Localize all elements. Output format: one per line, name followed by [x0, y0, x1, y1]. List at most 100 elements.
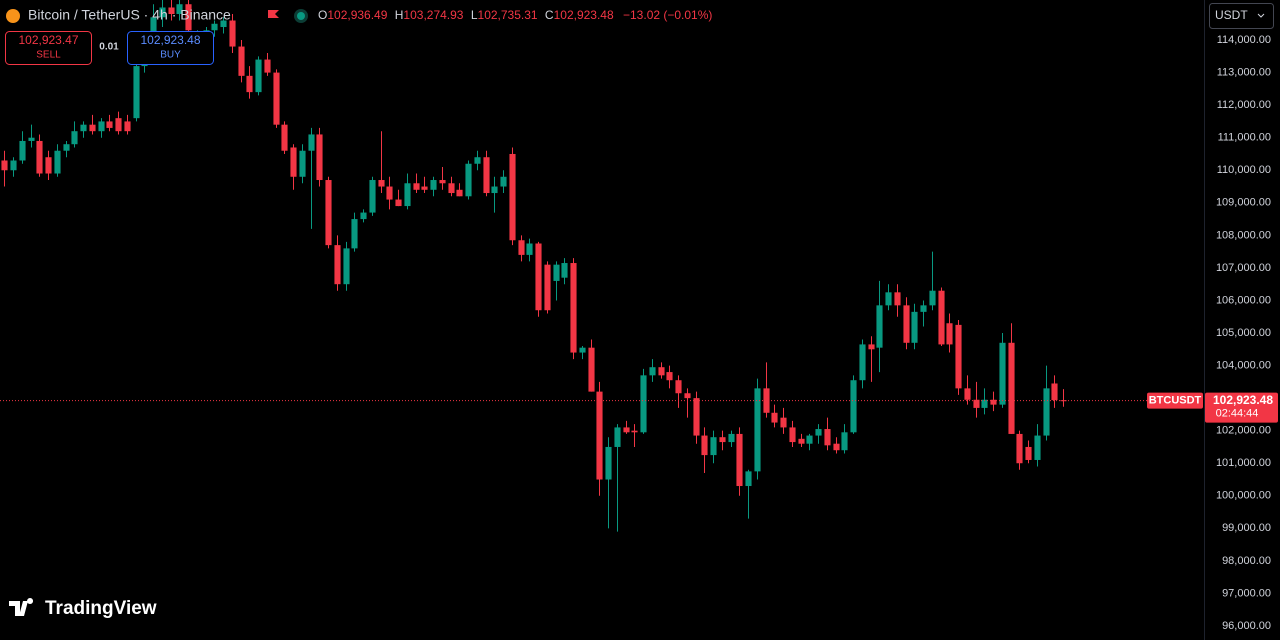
candle-body	[491, 186, 498, 194]
candle-body	[63, 144, 70, 151]
candle-body	[675, 380, 682, 394]
symbol-icon	[6, 9, 20, 23]
candle-body	[98, 121, 105, 132]
candle-body	[946, 323, 953, 345]
buy-label[interactable]: BUY	[160, 50, 181, 61]
currency-select[interactable]	[1209, 3, 1274, 29]
candle-body	[570, 263, 577, 353]
candle-body	[693, 398, 700, 436]
candle-body	[80, 124, 87, 132]
candle-body	[1016, 433, 1023, 464]
candle-body	[728, 433, 735, 443]
candle-body	[806, 435, 813, 444]
candle-body	[448, 183, 455, 194]
candle-body	[868, 344, 875, 350]
candle-body	[316, 134, 323, 181]
candle-body	[185, 4, 192, 31]
price-tag-box	[1205, 392, 1278, 423]
candle-body	[36, 140, 43, 174]
symbol-title[interactable]: Bitcoin / TetherUS · 4h · Binance	[28, 7, 231, 23]
candle-body	[1, 160, 8, 171]
y-tick-label: 106,000.00	[1216, 294, 1271, 306]
candle-body	[133, 66, 140, 119]
sell-box[interactable]	[5, 31, 92, 65]
candle-body	[115, 118, 122, 132]
candle-body	[150, 17, 157, 41]
candle-body	[1051, 383, 1058, 401]
candle-body	[509, 153, 516, 241]
candle-body	[220, 20, 227, 28]
sell-button[interactable]: 102,923.47 SELL	[5, 31, 92, 65]
candle-body	[544, 264, 551, 311]
open-label: O	[318, 8, 327, 22]
y-tick-label: 96,000.00	[1222, 620, 1271, 632]
candle-body	[255, 59, 262, 93]
candle-body	[124, 121, 131, 132]
y-tick-label: 104,000.00	[1216, 359, 1271, 371]
candle-body	[1043, 388, 1050, 436]
candle-body	[894, 292, 901, 306]
y-tick-label: 107,000.00	[1216, 262, 1271, 274]
candle-body	[666, 372, 673, 381]
candle-body	[395, 199, 402, 207]
logo[interactable]: TradingView	[9, 598, 157, 619]
candle-body	[168, 7, 175, 14]
currency-label[interactable]: USDT	[1215, 8, 1248, 22]
logo-mark[interactable]	[9, 598, 34, 616]
candle-body	[439, 180, 446, 184]
candle-body	[815, 429, 822, 436]
candle-body	[710, 437, 717, 456]
candle-body	[89, 124, 96, 132]
candle-body	[990, 399, 997, 405]
candle-body	[526, 243, 533, 255]
candle-body	[596, 391, 603, 480]
candle-body	[430, 180, 437, 190]
buy-button[interactable]: 102,923.48 BUY	[127, 31, 214, 65]
sell-label[interactable]: SELL	[36, 50, 61, 61]
candle-body	[623, 427, 630, 433]
candle-body	[938, 290, 945, 345]
candle-body	[824, 429, 831, 446]
buy-box[interactable]	[127, 31, 214, 65]
candle-body	[684, 393, 691, 399]
candle-body	[999, 342, 1006, 405]
candle-body	[71, 131, 78, 145]
candle-body	[281, 124, 288, 151]
symbol-tag-box	[1147, 392, 1203, 409]
candle-body	[588, 347, 595, 392]
candle-body	[841, 432, 848, 451]
candle-body	[19, 140, 26, 161]
candle-body	[640, 375, 647, 433]
candle-body	[465, 163, 472, 197]
candle-body	[159, 7, 166, 18]
candle-body	[360, 212, 367, 220]
chevron[interactable]	[1257, 13, 1265, 18]
candle-body	[325, 180, 332, 246]
open-value: 102,936.49	[327, 8, 387, 22]
buy-price[interactable]: 102,923.48	[140, 33, 200, 47]
y-tick-label: 102,000.00	[1216, 425, 1271, 437]
candle-body	[45, 157, 52, 174]
logo-text[interactable]: TradingView	[45, 598, 157, 619]
y-tick-label: 100,000.00	[1216, 490, 1271, 502]
sell-price[interactable]: 102,923.47	[18, 33, 78, 47]
flag-icon[interactable]	[268, 10, 279, 18]
candle-body	[859, 344, 866, 381]
candle-body	[754, 388, 761, 472]
candle-body	[351, 219, 358, 249]
candle-body	[658, 367, 665, 376]
quantity[interactable]: 0.01	[99, 42, 119, 53]
candle-body	[631, 430, 638, 433]
y-tick-label: 97,000.00	[1222, 587, 1271, 599]
y-tick-label: 110,000.00	[1217, 164, 1271, 176]
candle-body	[614, 427, 621, 447]
candle-body	[1060, 400, 1067, 402]
low-value: 102,735.31	[478, 8, 538, 22]
candle-body	[404, 183, 411, 207]
candle-body	[229, 20, 236, 47]
candle-body	[290, 147, 297, 177]
candle-body	[456, 189, 463, 197]
candle-body	[579, 347, 586, 353]
y-tick-label: 114,000.00	[1217, 34, 1271, 46]
